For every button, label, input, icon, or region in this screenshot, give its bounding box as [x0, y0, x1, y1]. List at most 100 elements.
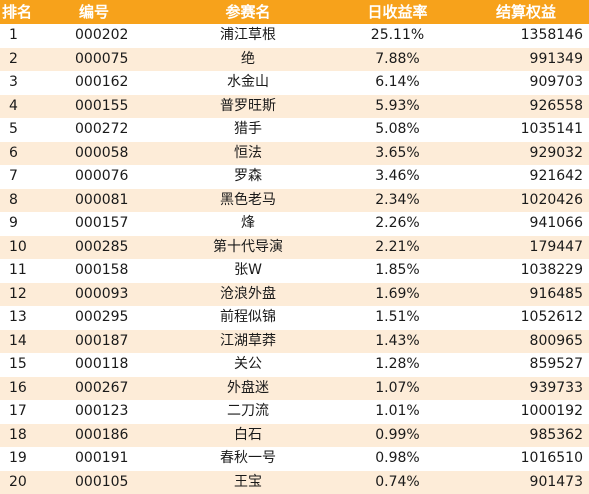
header-rank: 排名	[0, 0, 45, 24]
cell-daily-return: 1.69%	[332, 282, 463, 306]
cell-name: 黑色老马	[164, 188, 332, 212]
cell-rank: 16	[0, 376, 45, 400]
cell-name: 外盘迷	[164, 376, 332, 400]
cell-settlement-equity: 1016510	[463, 447, 589, 471]
table-row: 20 000105 王宝 0.74% 901473	[0, 470, 589, 494]
table-row: 7 000076 罗森 3.46% 921642	[0, 165, 589, 189]
cell-code: 000186	[45, 423, 164, 447]
cell-name: 张W	[164, 259, 332, 283]
table-row: 6 000058 恒法 3.65% 929032	[0, 141, 589, 165]
cell-rank: 8	[0, 188, 45, 212]
cell-daily-return: 0.74%	[332, 470, 463, 494]
cell-settlement-equity: 1052612	[463, 306, 589, 330]
cell-code: 000272	[45, 118, 164, 142]
cell-daily-return: 1.07%	[332, 376, 463, 400]
cell-rank: 19	[0, 447, 45, 471]
cell-code: 000118	[45, 353, 164, 377]
cell-name: 恒法	[164, 141, 332, 165]
cell-name: 普罗旺斯	[164, 94, 332, 118]
cell-rank: 2	[0, 47, 45, 71]
header-code: 编号	[45, 0, 164, 24]
table-row: 17 000123 二刀流 1.01% 1000192	[0, 400, 589, 424]
header-settlement-equity: 结算权益	[463, 0, 589, 24]
cell-code: 000075	[45, 47, 164, 71]
cell-settlement-equity: 916485	[463, 282, 589, 306]
cell-rank: 13	[0, 306, 45, 330]
cell-settlement-equity: 921642	[463, 165, 589, 189]
cell-rank: 12	[0, 282, 45, 306]
cell-name: 关公	[164, 353, 332, 377]
cell-daily-return: 25.11%	[332, 24, 463, 48]
table-header: 排名 编号 参赛名 日收益率 结算权益	[0, 0, 589, 24]
cell-daily-return: 1.28%	[332, 353, 463, 377]
cell-rank: 9	[0, 212, 45, 236]
cell-rank: 14	[0, 329, 45, 353]
cell-rank: 11	[0, 259, 45, 283]
cell-code: 000058	[45, 141, 164, 165]
header-name: 参赛名	[164, 0, 332, 24]
cell-settlement-equity: 926558	[463, 94, 589, 118]
cell-settlement-equity: 1020426	[463, 188, 589, 212]
cell-name: 沧浪外盘	[164, 282, 332, 306]
cell-settlement-equity: 800965	[463, 329, 589, 353]
cell-settlement-equity: 1000192	[463, 400, 589, 424]
cell-name: 烽	[164, 212, 332, 236]
cell-rank: 18	[0, 423, 45, 447]
table-row: 12 000093 沧浪外盘 1.69% 916485	[0, 282, 589, 306]
cell-daily-return: 5.08%	[332, 118, 463, 142]
table-row: 4 000155 普罗旺斯 5.93% 926558	[0, 94, 589, 118]
cell-settlement-equity: 929032	[463, 141, 589, 165]
cell-code: 000158	[45, 259, 164, 283]
cell-rank: 1	[0, 24, 45, 48]
cell-code: 000123	[45, 400, 164, 424]
cell-code: 000187	[45, 329, 164, 353]
cell-rank: 15	[0, 353, 45, 377]
cell-settlement-equity: 901473	[463, 470, 589, 494]
cell-settlement-equity: 1035141	[463, 118, 589, 142]
cell-settlement-equity: 859527	[463, 353, 589, 377]
cell-settlement-equity: 985362	[463, 423, 589, 447]
table-row: 16 000267 外盘迷 1.07% 939733	[0, 376, 589, 400]
table-row: 18 000186 白石 0.99% 985362	[0, 423, 589, 447]
cell-code: 000285	[45, 235, 164, 259]
cell-daily-return: 0.98%	[332, 447, 463, 471]
cell-code: 000267	[45, 376, 164, 400]
cell-name: 罗森	[164, 165, 332, 189]
cell-rank: 4	[0, 94, 45, 118]
cell-settlement-equity: 941066	[463, 212, 589, 236]
table-row: 15 000118 关公 1.28% 859527	[0, 353, 589, 377]
cell-rank: 6	[0, 141, 45, 165]
cell-code: 000155	[45, 94, 164, 118]
cell-name: 猎手	[164, 118, 332, 142]
cell-daily-return: 6.14%	[332, 71, 463, 95]
cell-rank: 17	[0, 400, 45, 424]
cell-name: 春秋一号	[164, 447, 332, 471]
cell-code: 000157	[45, 212, 164, 236]
cell-daily-return: 2.21%	[332, 235, 463, 259]
cell-name: 白石	[164, 423, 332, 447]
table-row: 3 000162 水金山 6.14% 909703	[0, 71, 589, 95]
table-row: 8 000081 黑色老马 2.34% 1020426	[0, 188, 589, 212]
table-row: 13 000295 前程似锦 1.51% 1052612	[0, 306, 589, 330]
cell-settlement-equity: 909703	[463, 71, 589, 95]
cell-code: 000081	[45, 188, 164, 212]
cell-name: 江湖草莽	[164, 329, 332, 353]
cell-rank: 20	[0, 470, 45, 494]
cell-name: 绝	[164, 47, 332, 71]
cell-name: 浦江草根	[164, 24, 332, 48]
cell-daily-return: 1.85%	[332, 259, 463, 283]
cell-name: 第十代导演	[164, 235, 332, 259]
cell-daily-return: 1.43%	[332, 329, 463, 353]
cell-daily-return: 2.34%	[332, 188, 463, 212]
table-row: 9 000157 烽 2.26% 941066	[0, 212, 589, 236]
cell-daily-return: 5.93%	[332, 94, 463, 118]
cell-daily-return: 3.65%	[332, 141, 463, 165]
cell-daily-return: 1.01%	[332, 400, 463, 424]
cell-code: 000093	[45, 282, 164, 306]
cell-name: 二刀流	[164, 400, 332, 424]
cell-name: 王宝	[164, 470, 332, 494]
cell-rank: 3	[0, 71, 45, 95]
cell-code: 000191	[45, 447, 164, 471]
cell-settlement-equity: 991349	[463, 47, 589, 71]
